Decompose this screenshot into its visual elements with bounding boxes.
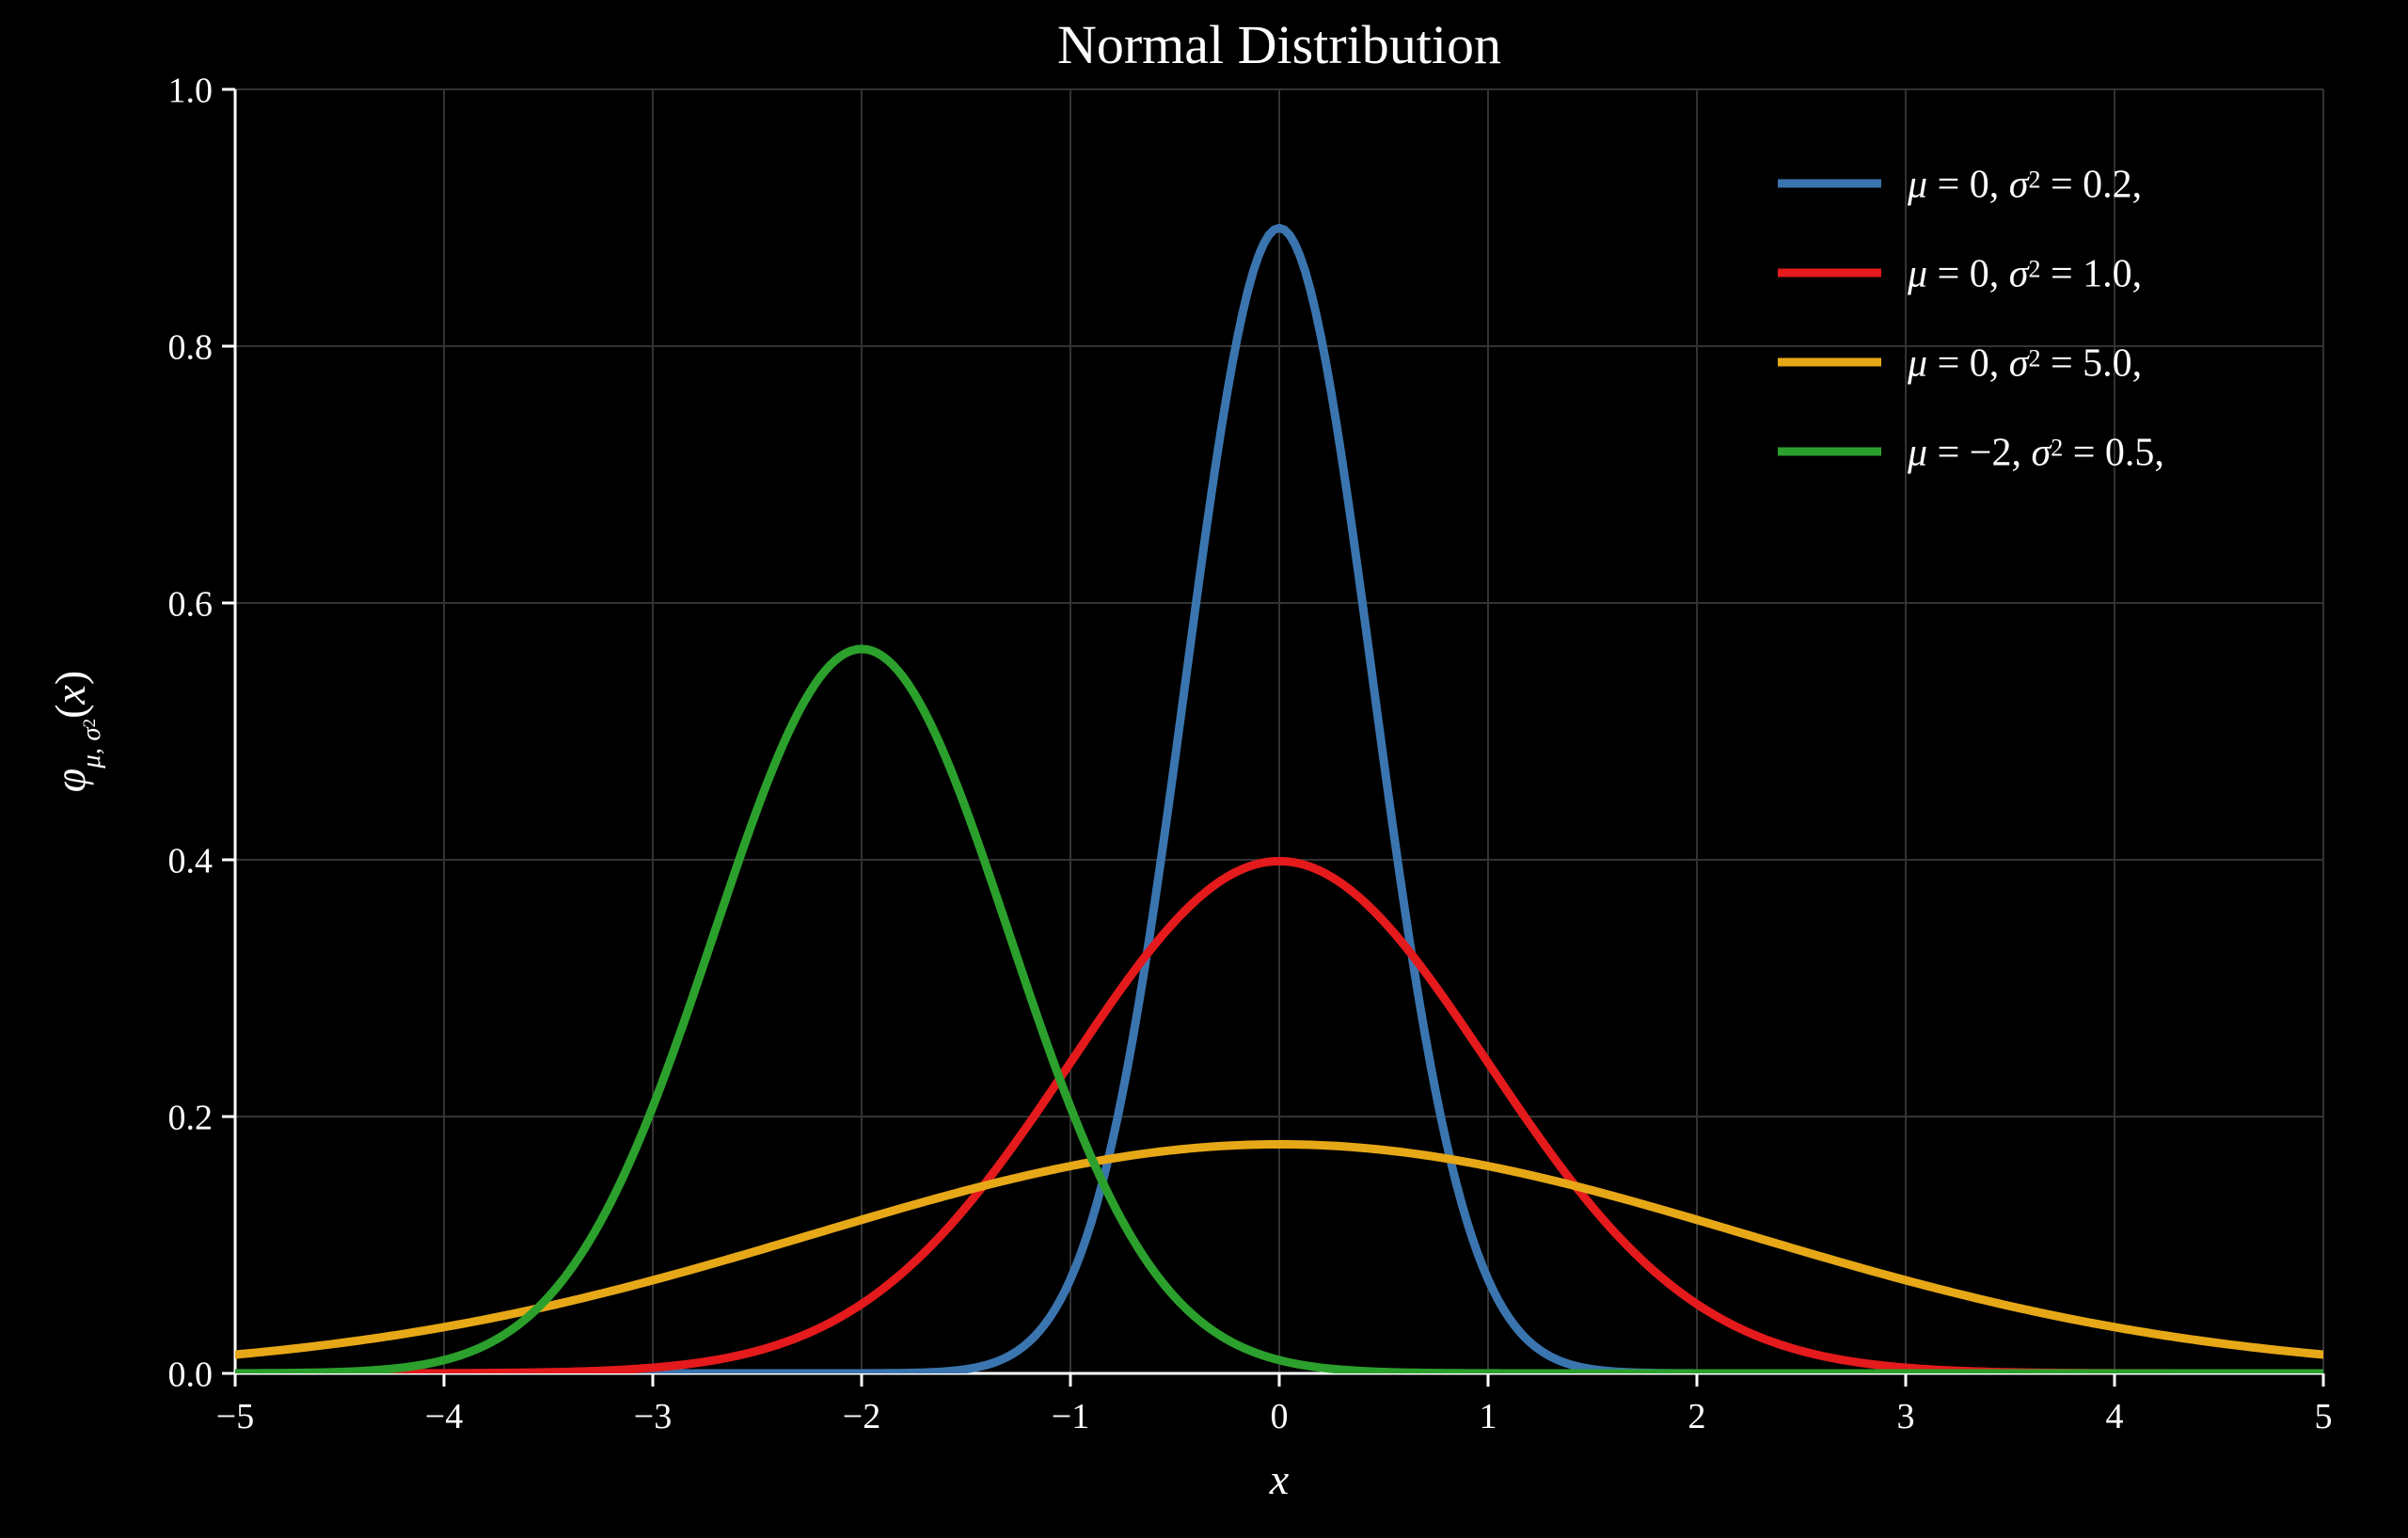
y-tick-label: 0.6	[168, 584, 214, 624]
x-tick-label: −2	[843, 1397, 880, 1436]
y-tick-label: 0.2	[168, 1098, 214, 1137]
x-tick-label: 0	[1271, 1397, 1289, 1436]
y-tick-label: 0.4	[168, 841, 214, 880]
chart-title: Normal Distribution	[1057, 14, 1501, 75]
x-tick-label: 3	[1897, 1397, 1915, 1436]
x-tick-label: −1	[1052, 1397, 1089, 1436]
x-tick-label: −3	[634, 1397, 672, 1436]
x-tick-label: −4	[425, 1397, 463, 1436]
x-tick-label: 5	[2315, 1397, 2333, 1436]
legend-label: μ = 0, σ2 = 0.2,	[1907, 164, 2142, 207]
y-tick-label: 1.0	[168, 71, 214, 110]
normal-distribution-chart: −5−4−3−2−10123450.00.20.40.60.81.0xφμ, σ…	[0, 0, 2408, 1538]
x-axis-label: x	[1269, 1455, 1290, 1503]
chart-container: −5−4−3−2−10123450.00.20.40.60.81.0xφμ, σ…	[0, 0, 2408, 1538]
x-tick-label: 2	[1688, 1397, 1706, 1436]
x-tick-label: 1	[1480, 1397, 1497, 1436]
legend-label: μ = 0, σ2 = 5.0,	[1907, 342, 2142, 386]
y-tick-label: 0.8	[168, 327, 214, 367]
legend-label: μ = 0, σ2 = 1.0,	[1907, 253, 2142, 296]
legend-label: μ = −2, σ2 = 0.5,	[1907, 432, 2164, 475]
x-tick-label: 4	[2106, 1397, 2124, 1436]
y-tick-label: 0.0	[168, 1355, 214, 1394]
chart-background	[0, 0, 2408, 1538]
x-tick-label: −5	[216, 1397, 254, 1436]
